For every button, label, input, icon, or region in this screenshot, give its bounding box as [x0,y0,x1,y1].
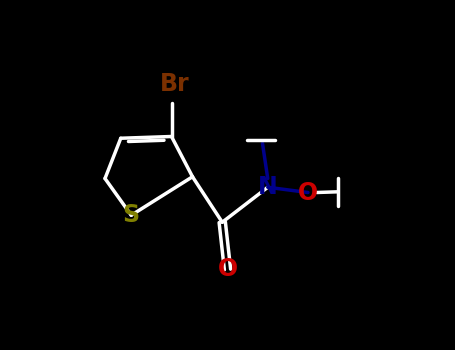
Text: N: N [258,175,278,199]
Text: S: S [123,203,140,227]
Text: O: O [298,181,318,204]
Text: Br: Br [160,72,190,96]
Text: O: O [217,258,238,281]
